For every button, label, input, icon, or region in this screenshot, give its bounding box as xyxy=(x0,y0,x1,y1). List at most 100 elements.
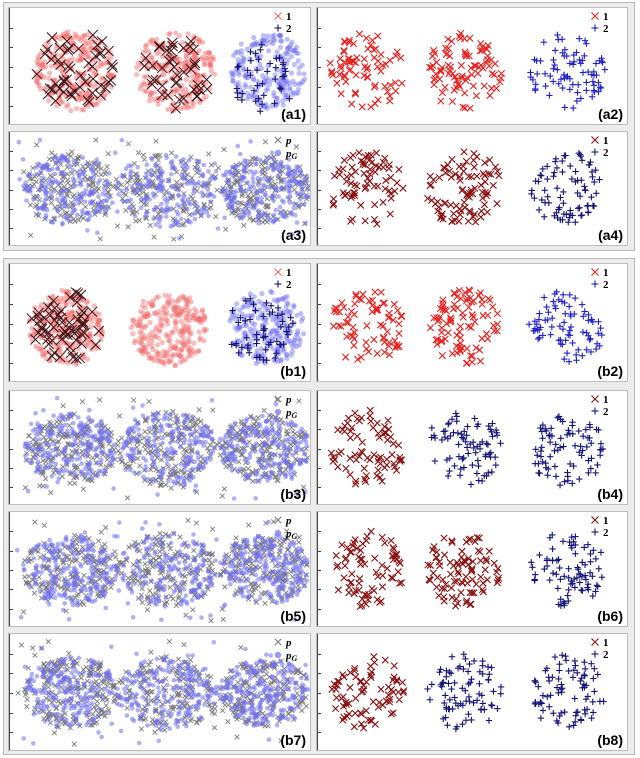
data-point xyxy=(195,73,201,79)
data-point xyxy=(284,355,290,361)
data-point xyxy=(64,191,70,197)
data-point xyxy=(169,353,175,359)
data-point xyxy=(139,347,145,353)
data-point xyxy=(179,222,186,228)
data-point xyxy=(76,89,83,95)
data-point xyxy=(557,76,565,83)
data-point xyxy=(595,330,602,337)
data-point xyxy=(374,466,382,474)
data-point xyxy=(108,449,113,454)
data-point xyxy=(178,318,184,324)
data-point xyxy=(142,334,148,340)
data-point xyxy=(71,35,77,41)
data-point xyxy=(123,207,129,214)
data-point xyxy=(147,222,153,229)
data-point xyxy=(196,317,202,323)
data-point xyxy=(57,419,64,425)
data-point xyxy=(212,71,218,77)
data-point xyxy=(167,338,173,344)
data-point xyxy=(584,202,591,210)
data-point xyxy=(290,232,295,237)
data-point xyxy=(71,430,76,436)
data-point xyxy=(201,312,207,318)
data-point xyxy=(210,54,216,61)
data-point xyxy=(74,58,80,64)
data-point xyxy=(301,71,307,77)
data-point xyxy=(177,309,184,315)
data-point xyxy=(487,170,495,178)
data-point xyxy=(188,442,193,448)
data-point xyxy=(297,462,303,467)
data-point xyxy=(78,56,84,62)
data-point xyxy=(456,334,465,342)
data-point xyxy=(353,54,361,62)
data-point xyxy=(596,83,604,91)
data-point xyxy=(268,288,274,294)
data-point xyxy=(38,347,44,353)
data-point xyxy=(337,90,345,98)
data-point xyxy=(493,320,502,328)
data-point xyxy=(295,86,301,92)
data-point xyxy=(139,325,145,332)
data-point xyxy=(261,38,267,44)
data-point xyxy=(493,200,501,208)
data-point xyxy=(184,323,190,329)
data-point xyxy=(461,89,469,97)
data-point xyxy=(181,342,187,348)
data-point xyxy=(249,320,255,326)
data-point xyxy=(149,302,155,309)
data-point xyxy=(202,314,208,320)
data-point xyxy=(460,35,469,43)
data-point xyxy=(174,312,180,318)
data-point xyxy=(201,74,212,85)
data-point xyxy=(280,102,286,108)
data-point xyxy=(97,440,102,445)
data-point xyxy=(94,453,100,458)
data-point xyxy=(486,296,494,304)
data-point xyxy=(184,304,190,310)
data-point xyxy=(186,218,191,223)
data-point xyxy=(181,338,187,344)
data-point xyxy=(437,214,445,222)
data-point xyxy=(235,200,240,206)
data-point xyxy=(181,296,187,302)
data-point xyxy=(244,90,250,96)
data-point xyxy=(209,429,214,435)
data-point xyxy=(149,38,155,44)
data-point xyxy=(93,433,98,439)
data-point xyxy=(69,149,75,155)
data-point xyxy=(358,103,366,111)
panel-label: (a4) xyxy=(598,227,623,243)
data-point xyxy=(178,308,184,314)
data-point xyxy=(291,201,297,207)
data-point xyxy=(281,199,286,205)
data-point xyxy=(447,201,455,209)
data-point xyxy=(83,466,88,472)
data-point xyxy=(180,309,186,315)
data-point xyxy=(58,349,64,355)
data-point xyxy=(476,289,485,297)
data-point xyxy=(293,449,299,454)
data-point xyxy=(49,150,55,156)
data-point xyxy=(288,341,294,347)
data-point xyxy=(233,49,239,55)
data-point xyxy=(255,315,261,321)
data-point xyxy=(176,56,182,62)
data-point xyxy=(164,461,170,466)
data-point xyxy=(259,169,264,175)
data-point xyxy=(278,465,283,471)
data-point xyxy=(240,304,246,311)
data-point xyxy=(484,311,492,319)
data-point xyxy=(166,196,171,202)
data-point xyxy=(76,175,82,180)
legend-label-p: p xyxy=(285,394,292,406)
data-point xyxy=(278,75,284,82)
data-point xyxy=(64,341,75,353)
data-point xyxy=(227,201,233,207)
data-point xyxy=(389,316,397,324)
data-point xyxy=(153,41,165,53)
data-point xyxy=(575,346,582,354)
data-point xyxy=(167,40,178,52)
data-point xyxy=(17,177,22,182)
data-point xyxy=(274,328,280,334)
